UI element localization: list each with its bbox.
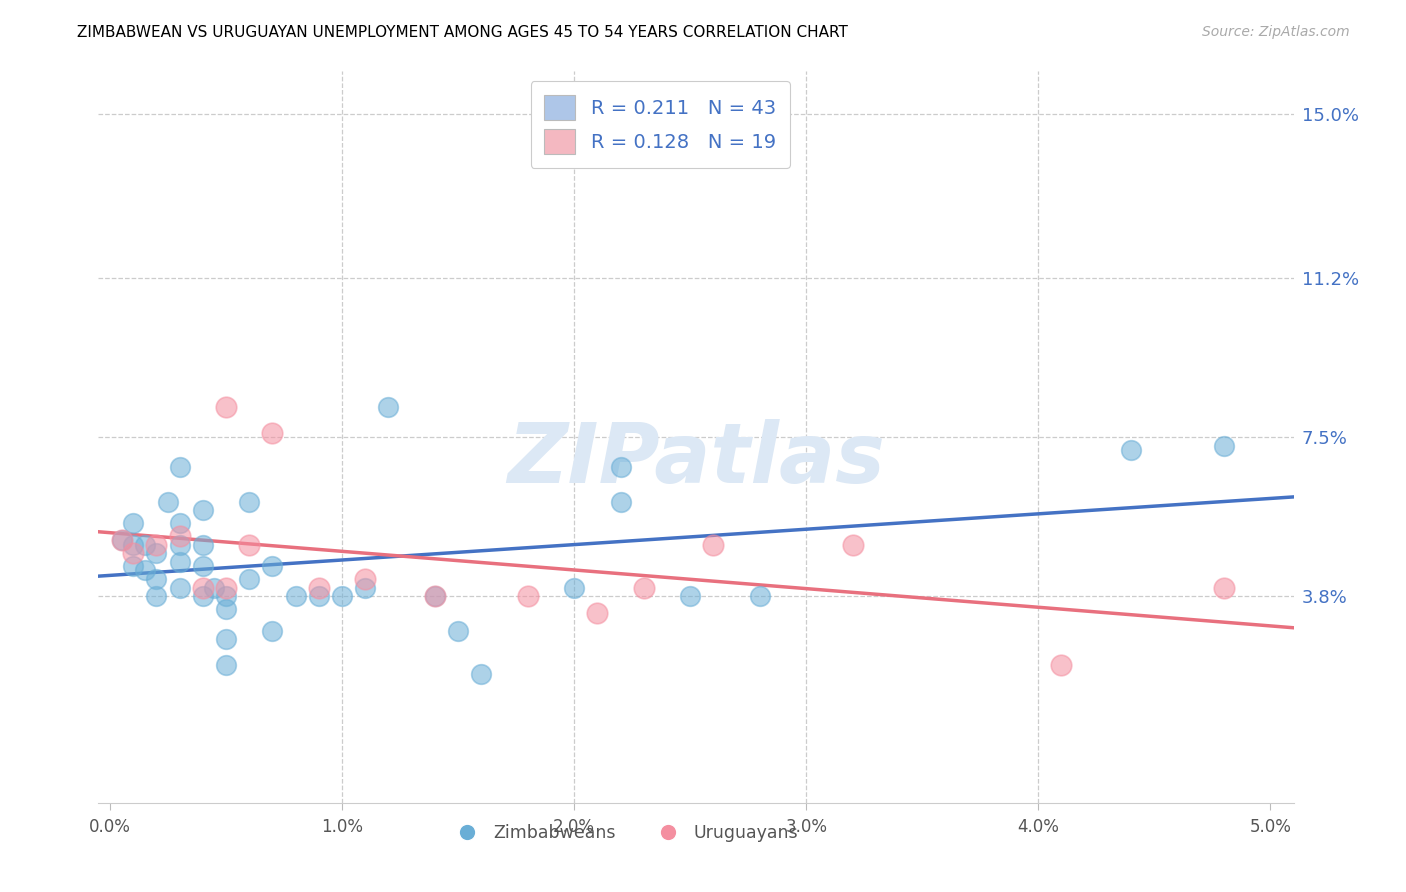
Point: [609, 460, 631, 475]
Point: [679, 589, 702, 603]
Point: [238, 572, 260, 586]
Text: ZIMBABWEAN VS URUGUAYAN UNEMPLOYMENT AMONG AGES 45 TO 54 YEARS CORRELATION CHART: ZIMBABWEAN VS URUGUAYAN UNEMPLOYMENT AMO…: [77, 25, 848, 40]
Point: [134, 564, 156, 578]
Point: [204, 581, 226, 595]
Point: [354, 572, 377, 586]
Point: [169, 538, 191, 552]
Point: [262, 425, 284, 440]
Point: [191, 503, 214, 517]
Point: [702, 538, 724, 552]
Point: [122, 546, 145, 560]
Point: [215, 632, 238, 647]
Point: [238, 538, 260, 552]
Point: [169, 516, 191, 530]
Point: [169, 581, 191, 595]
Point: [169, 529, 191, 543]
Point: [134, 538, 156, 552]
Point: [145, 546, 167, 560]
Point: [191, 581, 214, 595]
Point: [145, 538, 167, 552]
Point: [169, 555, 191, 569]
Point: [308, 581, 330, 595]
Legend: Zimbabweans, Uruguayans: Zimbabweans, Uruguayans: [443, 817, 806, 849]
Text: ZIPatlas: ZIPatlas: [508, 418, 884, 500]
Point: [262, 559, 284, 574]
Point: [122, 538, 145, 552]
Point: [191, 538, 214, 552]
Point: [111, 533, 134, 548]
Point: [215, 581, 238, 595]
Point: [1119, 442, 1142, 457]
Point: [1212, 439, 1234, 453]
Point: [354, 581, 377, 595]
Point: [111, 533, 134, 548]
Point: [841, 538, 863, 552]
Point: [145, 572, 167, 586]
Point: [1050, 658, 1073, 673]
Point: [157, 494, 180, 508]
Text: Source: ZipAtlas.com: Source: ZipAtlas.com: [1202, 25, 1350, 39]
Point: [215, 658, 238, 673]
Point: [122, 559, 145, 574]
Point: [423, 589, 446, 603]
Point: [377, 400, 399, 414]
Point: [447, 624, 470, 638]
Point: [748, 589, 770, 603]
Point: [308, 589, 330, 603]
Point: [262, 624, 284, 638]
Point: [470, 666, 492, 681]
Point: [609, 494, 631, 508]
Point: [633, 581, 655, 595]
Point: [215, 400, 238, 414]
Point: [562, 581, 585, 595]
Point: [145, 589, 167, 603]
Point: [122, 516, 145, 530]
Point: [586, 607, 609, 621]
Point: [1212, 581, 1234, 595]
Point: [238, 494, 260, 508]
Point: [169, 460, 191, 475]
Point: [330, 589, 353, 603]
Point: [191, 559, 214, 574]
Point: [191, 589, 214, 603]
Point: [284, 589, 307, 603]
Point: [215, 589, 238, 603]
Point: [215, 602, 238, 616]
Point: [516, 589, 538, 603]
Point: [423, 589, 446, 603]
